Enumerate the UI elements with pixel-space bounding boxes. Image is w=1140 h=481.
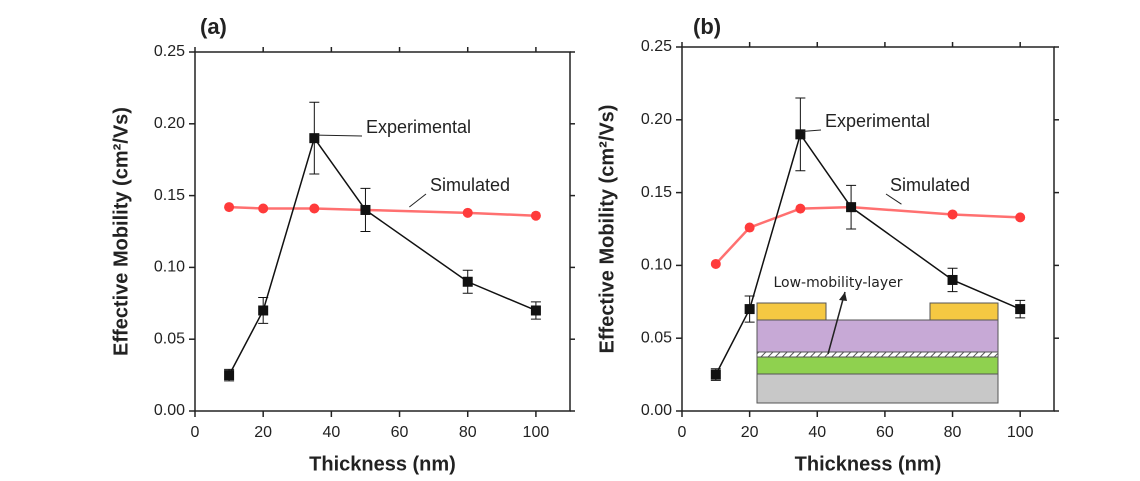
marker (360, 204, 371, 215)
marker (309, 133, 320, 144)
x-tick-label: 20 (741, 424, 759, 441)
panel-title: (b) (693, 14, 721, 39)
y-tick-label: 0.25 (641, 38, 672, 55)
inset-label: Low-mobility-layer (773, 275, 902, 291)
y-tick-label: 0.15 (641, 184, 672, 201)
y-tick-label: 0.20 (641, 111, 672, 128)
y-axis-title: Effective Mobility (cm²/Vs) (596, 105, 618, 354)
x-axis-title: Thickness (nm) (309, 453, 456, 475)
marker (795, 203, 806, 214)
marker (1015, 212, 1026, 223)
marker (258, 203, 269, 214)
y-tick-label: 0.05 (154, 330, 185, 347)
series-line (228, 136, 537, 376)
series-line (714, 205, 1021, 265)
plot-frame (194, 51, 571, 412)
marker (710, 258, 721, 269)
x-axis-title: Thickness (nm) (795, 453, 942, 475)
annotation: Simulated (430, 175, 510, 195)
marker (224, 202, 235, 213)
y-axis-title: Effective Mobility (cm²/Vs) (110, 107, 132, 356)
device-inset (756, 291, 999, 404)
x-tick-label: 80 (944, 424, 962, 441)
panel-title: (a) (200, 14, 227, 39)
marker (309, 203, 320, 214)
x-tick-label: 60 (876, 424, 894, 441)
annotation: Experimental (366, 117, 471, 137)
x-tick-label: 40 (808, 424, 826, 441)
marker (795, 129, 806, 140)
x-tick-label: 0 (191, 424, 200, 441)
marker (710, 369, 721, 380)
annotation-pointer (803, 129, 822, 132)
marker (846, 202, 857, 213)
marker (744, 304, 755, 315)
annotation-pointer (409, 193, 427, 208)
y-tick-label: 0.25 (154, 43, 185, 60)
marker (1015, 304, 1026, 315)
marker (530, 305, 541, 316)
annotation-pointer (317, 134, 363, 137)
series-line (229, 205, 536, 217)
x-tick-label: 0 (678, 424, 687, 441)
y-tick-label: 0.10 (641, 257, 672, 274)
marker (258, 305, 269, 316)
plot-frame (681, 46, 1055, 412)
x-tick-label: 80 (459, 424, 477, 441)
marker (462, 207, 473, 218)
x-tick-label: 100 (1007, 424, 1034, 441)
marker (744, 222, 755, 233)
x-tick-label: 60 (391, 424, 409, 441)
marker (947, 209, 958, 220)
marker (462, 276, 473, 287)
y-tick-label: 0.10 (154, 259, 185, 276)
x-tick-label: 100 (523, 424, 550, 441)
annotation: Experimental (825, 111, 930, 131)
annotation-pointer (885, 193, 902, 205)
y-tick-label: 0.20 (154, 115, 185, 132)
marker (224, 370, 235, 381)
x-tick-label: 40 (322, 424, 340, 441)
x-tick-label: 20 (254, 424, 272, 441)
marker (530, 210, 541, 221)
series-line (715, 132, 1021, 375)
y-tick-label: 0.15 (154, 187, 185, 204)
annotation: Simulated (890, 175, 970, 195)
y-tick-label: 0.00 (154, 402, 185, 419)
marker (947, 274, 958, 285)
y-tick-label: 0.00 (641, 402, 672, 419)
y-tick-label: 0.05 (641, 329, 672, 346)
